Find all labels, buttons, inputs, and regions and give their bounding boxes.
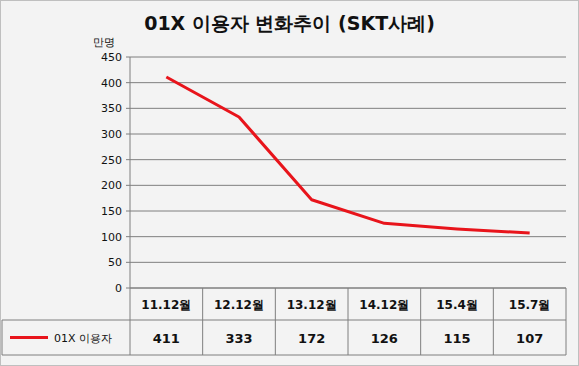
- y-tick-label: 150: [101, 205, 122, 218]
- table-value: 172: [298, 331, 325, 346]
- tick-mark: [126, 288, 130, 289]
- table-value: 333: [225, 331, 252, 346]
- table-border: [2, 320, 566, 321]
- y-tick-label: 200: [101, 179, 122, 192]
- title: 01X 이용자 변화추이 (SKT사례): [144, 12, 435, 34]
- table-border: [348, 288, 349, 355]
- x-tick-label: 12.12월: [214, 298, 264, 312]
- table-value: 107: [516, 331, 543, 346]
- chart-root: 01X 이용자 변화추이 (SKT사례) 만명 0 50 100 150 200 250 300…: [0, 0, 579, 366]
- tick-mark: [126, 108, 130, 109]
- tick-mark: [126, 159, 130, 160]
- table-border: [202, 288, 203, 355]
- y-tick-label: 100: [101, 231, 122, 244]
- y-tick-label: 0: [115, 282, 122, 295]
- background: [1, 1, 579, 366]
- table-border: [420, 288, 421, 355]
- plot-area: [166, 77, 529, 233]
- table-border: [275, 288, 276, 355]
- table-border: [566, 288, 567, 355]
- y-tick-label: 400: [101, 77, 122, 90]
- table-value: 411: [153, 331, 180, 346]
- y-tick-label: 450: [101, 51, 122, 64]
- tick-mark: [126, 236, 130, 237]
- tick-mark: [126, 211, 130, 212]
- table-border: [2, 320, 3, 355]
- grid-line: [130, 82, 566, 83]
- grid-line: [130, 57, 566, 58]
- grid-line: [130, 185, 566, 186]
- x-tick-label: 13.12월: [287, 298, 337, 312]
- x-tick-label: 14.12월: [359, 298, 409, 312]
- tick-mark: [126, 57, 130, 58]
- tick-mark: [126, 134, 130, 135]
- data-table: 11.12월 12.12월 13.12월 14.12월 15.4월 15.7월 01X 이용…: [2, 288, 566, 355]
- y-tick-label: 50: [108, 256, 122, 269]
- chart: 01X 이용자 변화추이 (SKT사례) 만명 0 50 100 150 200 250 300…: [0, 0, 579, 366]
- grid-line: [130, 159, 566, 160]
- legend-label: 01X 이용자: [54, 332, 112, 345]
- table-border: [130, 288, 131, 355]
- x-tick-label: 15.7월: [509, 298, 551, 312]
- table-value: 126: [371, 331, 398, 346]
- series-line: [166, 77, 529, 233]
- table-border: [2, 355, 566, 356]
- tick-mark: [126, 185, 130, 186]
- y-tick-label: 250: [101, 154, 122, 167]
- y-tick-label: 350: [101, 102, 122, 115]
- x-tick-label: 15.4월: [436, 298, 478, 312]
- table-value: 115: [443, 331, 470, 346]
- table-border: [493, 288, 494, 355]
- grid-line: [130, 262, 566, 263]
- y-axis: [130, 57, 131, 288]
- tick-mark: [126, 262, 130, 263]
- y-axis-label: 만명: [93, 36, 115, 49]
- grid-line: [130, 236, 566, 237]
- y-tick-label: 300: [101, 128, 122, 141]
- grid-line: [130, 134, 566, 135]
- legend-swatch: [10, 336, 48, 339]
- grid-line: [130, 108, 566, 109]
- x-tick-label: 11.12월: [141, 298, 191, 312]
- tick-mark: [126, 82, 130, 83]
